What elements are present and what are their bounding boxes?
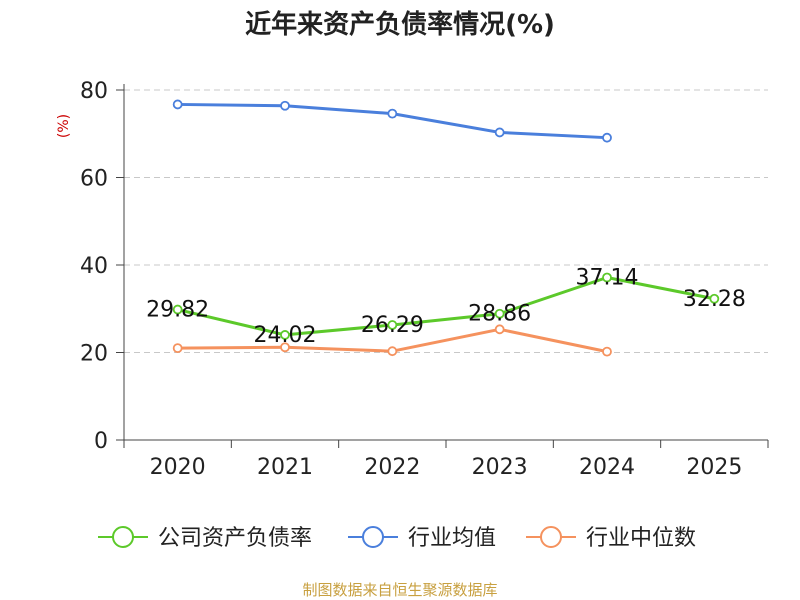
data-point	[172, 343, 183, 354]
y-tick-label: 40	[80, 254, 108, 279]
data-point	[387, 108, 398, 119]
series	[172, 324, 612, 357]
y-tick-label: 80	[80, 79, 108, 104]
legend-label: 公司资产负债率	[158, 526, 312, 551]
data-label: 24.02	[254, 323, 317, 348]
legend-swatch-marker	[362, 526, 384, 548]
data-point	[494, 127, 505, 138]
x-tick-label: 2020	[150, 455, 206, 480]
y-tick-label: 0	[94, 429, 108, 454]
y-tick-label: 60	[80, 167, 108, 192]
data-point	[602, 272, 612, 283]
x-tick-label: 2024	[579, 455, 635, 480]
axes: 0 20 40 60 80 2020 2021 2022 2023 2024 2025	[80, 79, 769, 480]
data-point	[280, 100, 290, 111]
data-point	[387, 320, 398, 330]
legend-item: 行业中位数	[526, 526, 696, 551]
data-point	[172, 304, 183, 315]
series-group	[172, 99, 720, 357]
data-point	[709, 293, 720, 304]
x-tick-label: 2022	[364, 455, 420, 480]
data-label: 26.29	[361, 313, 424, 338]
grid	[124, 89, 768, 353]
series	[172, 272, 720, 340]
legend-label: 行业均值	[408, 526, 496, 551]
data-label: 29.82	[146, 298, 209, 323]
legend-swatch-marker	[112, 526, 134, 548]
data-label: 32.28	[683, 287, 746, 312]
data-point	[602, 132, 612, 143]
data-label: 37.14	[576, 266, 639, 291]
x-tick-label: 2021	[257, 455, 313, 480]
x-tick-label: 2023	[472, 455, 528, 480]
x-tick-label: 2025	[686, 455, 742, 480]
data-point	[494, 308, 505, 319]
legend-item: 公司资产负债率	[98, 526, 312, 551]
series	[172, 99, 612, 143]
legend: 公司资产负债率 行业均值 行业中位数	[98, 526, 696, 551]
data-point	[387, 346, 398, 357]
data-point	[494, 324, 505, 335]
data-point	[172, 99, 183, 110]
legend-swatch-marker	[540, 526, 562, 548]
y-tick-label: 20	[80, 342, 108, 367]
data-label: 28.86	[468, 302, 531, 327]
legend-item: 行业均值	[348, 526, 496, 551]
source-note: 制图数据来自恒生聚源数据库	[302, 581, 497, 599]
series-line	[177, 276, 715, 337]
data-point	[280, 342, 290, 353]
legend-label: 行业中位数	[586, 526, 696, 551]
data-labels: 29.82 24.02 26.29 28.86 37.14 32.28	[146, 266, 746, 348]
data-point	[602, 346, 612, 357]
chart-title: 近年来资产负债率情况(%)	[245, 9, 555, 40]
y-axis-unit-label: (%)	[56, 114, 72, 138]
data-point	[280, 330, 290, 340]
